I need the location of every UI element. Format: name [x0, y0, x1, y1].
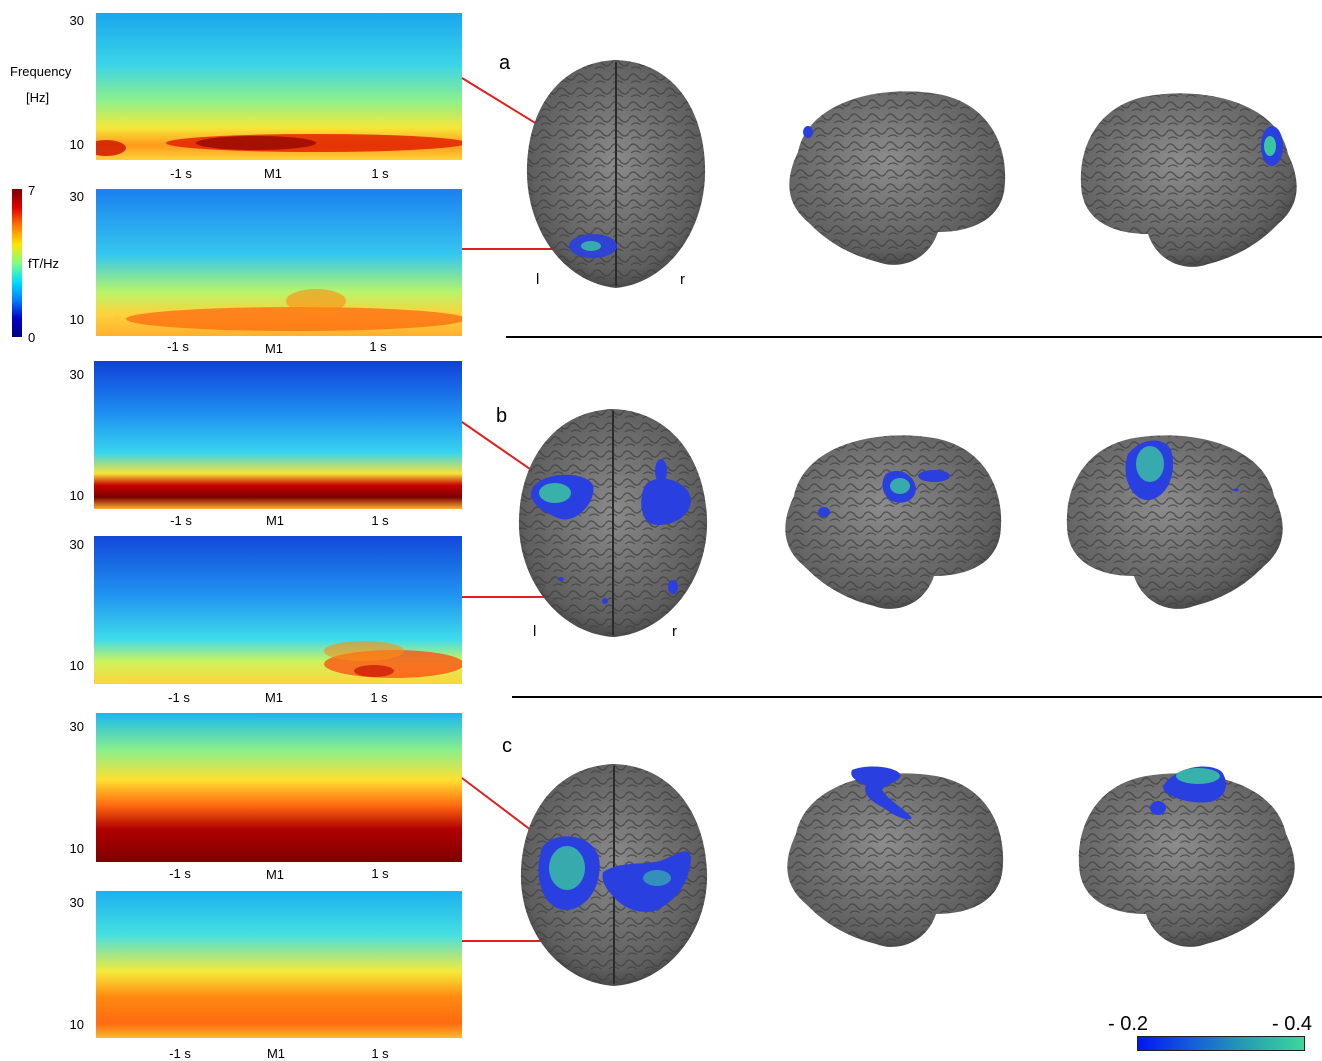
separator-a-b: [506, 336, 1322, 338]
spec3-xtick-3: 1 s: [371, 513, 389, 528]
panel-a-right-label: r: [680, 271, 685, 288]
spec1-xtick-3: 1 s: [371, 166, 389, 181]
panel-a-left-label: l: [536, 271, 540, 288]
spectrogram-a-upper: [96, 13, 462, 160]
brain-c-left-lateral: [776, 760, 1008, 952]
colorbar-max-label: 7: [28, 183, 36, 198]
spec5-xtick-1: -1 s: [169, 866, 191, 881]
activation-colorbar: [1137, 1036, 1305, 1051]
panel-c-letter: c: [502, 735, 512, 757]
spec6-ytick-top: 30: [69, 895, 84, 910]
spec1-ytick-bottom: 10: [69, 137, 84, 152]
spec1-ytick-top: 30: [69, 13, 84, 28]
spec4-xtick-3: 1 s: [370, 690, 388, 705]
frequency-axis-unit: [Hz]: [26, 90, 50, 105]
brain-b-left-lateral: [774, 424, 1006, 614]
brain-a-top-view: [521, 56, 711, 290]
brain-b-top-view: [515, 405, 711, 641]
spec5-xtick-2: M1: [265, 867, 285, 882]
panel-b-left-label: l: [533, 623, 537, 640]
spec3-ytick-top: 30: [69, 367, 84, 382]
separator-b-c: [512, 696, 1322, 698]
spec3-xtick-1: -1 s: [170, 513, 192, 528]
spec5-xtick-3: 1 s: [371, 866, 389, 881]
panel-b-letter: b: [496, 405, 508, 427]
activation-scale-low-label: - 0.2: [1108, 1013, 1149, 1035]
spec4-ytick-bottom: 10: [69, 658, 84, 673]
spec6-xtick-2: M1: [266, 1046, 286, 1061]
spec5-ytick-top: 30: [69, 719, 84, 734]
spec2-ytick-top: 30: [69, 189, 84, 204]
spec4-ytick-top: 30: [69, 537, 84, 552]
spec2-xtick-1: -1 s: [167, 339, 189, 354]
spec6-xtick-3: 1 s: [371, 1046, 389, 1061]
power-colorbar: [12, 189, 22, 337]
spec4-xtick-2: M1: [264, 690, 284, 705]
spec1-xtick-2: M1: [263, 166, 283, 181]
spec5-ytick-bottom: 10: [69, 841, 84, 856]
colorbar-min-label: 0: [28, 330, 36, 345]
spectrogram-b-upper: [94, 361, 462, 509]
spectrogram-a-lower: [96, 189, 462, 336]
spec1-xtick-1: -1 s: [170, 166, 192, 181]
panel-a-letter: a: [499, 52, 511, 74]
brain-a-left-lateral: [778, 82, 1010, 270]
spectrogram-b-lower: [94, 536, 462, 684]
spec3-ytick-bottom: 10: [69, 488, 84, 503]
frequency-axis-title: Frequency: [10, 64, 72, 79]
spec6-xtick-1: -1 s: [169, 1046, 191, 1061]
spec2-xtick-2: M1: [264, 341, 284, 356]
spec6-ytick-bottom: 10: [69, 1017, 84, 1032]
brain-b-right-lateral: [1058, 424, 1294, 614]
spec4-xtick-1: -1 s: [168, 690, 190, 705]
spec2-ytick-bottom: 10: [69, 312, 84, 327]
activation-scale-high-label: - 0.4: [1272, 1013, 1313, 1035]
spectrogram-c-upper: [96, 713, 462, 862]
brain-a-right-lateral: [1076, 84, 1308, 272]
colorbar-unit-label: fT/Hz: [28, 256, 60, 271]
brain-c-top-view: [517, 760, 711, 990]
spec2-xtick-3: 1 s: [369, 339, 387, 354]
spec3-xtick-2: M1: [265, 513, 285, 528]
spectrogram-c-lower: [96, 891, 462, 1038]
brain-c-right-lateral: [1070, 760, 1306, 952]
panel-b-right-label: r: [672, 623, 677, 640]
